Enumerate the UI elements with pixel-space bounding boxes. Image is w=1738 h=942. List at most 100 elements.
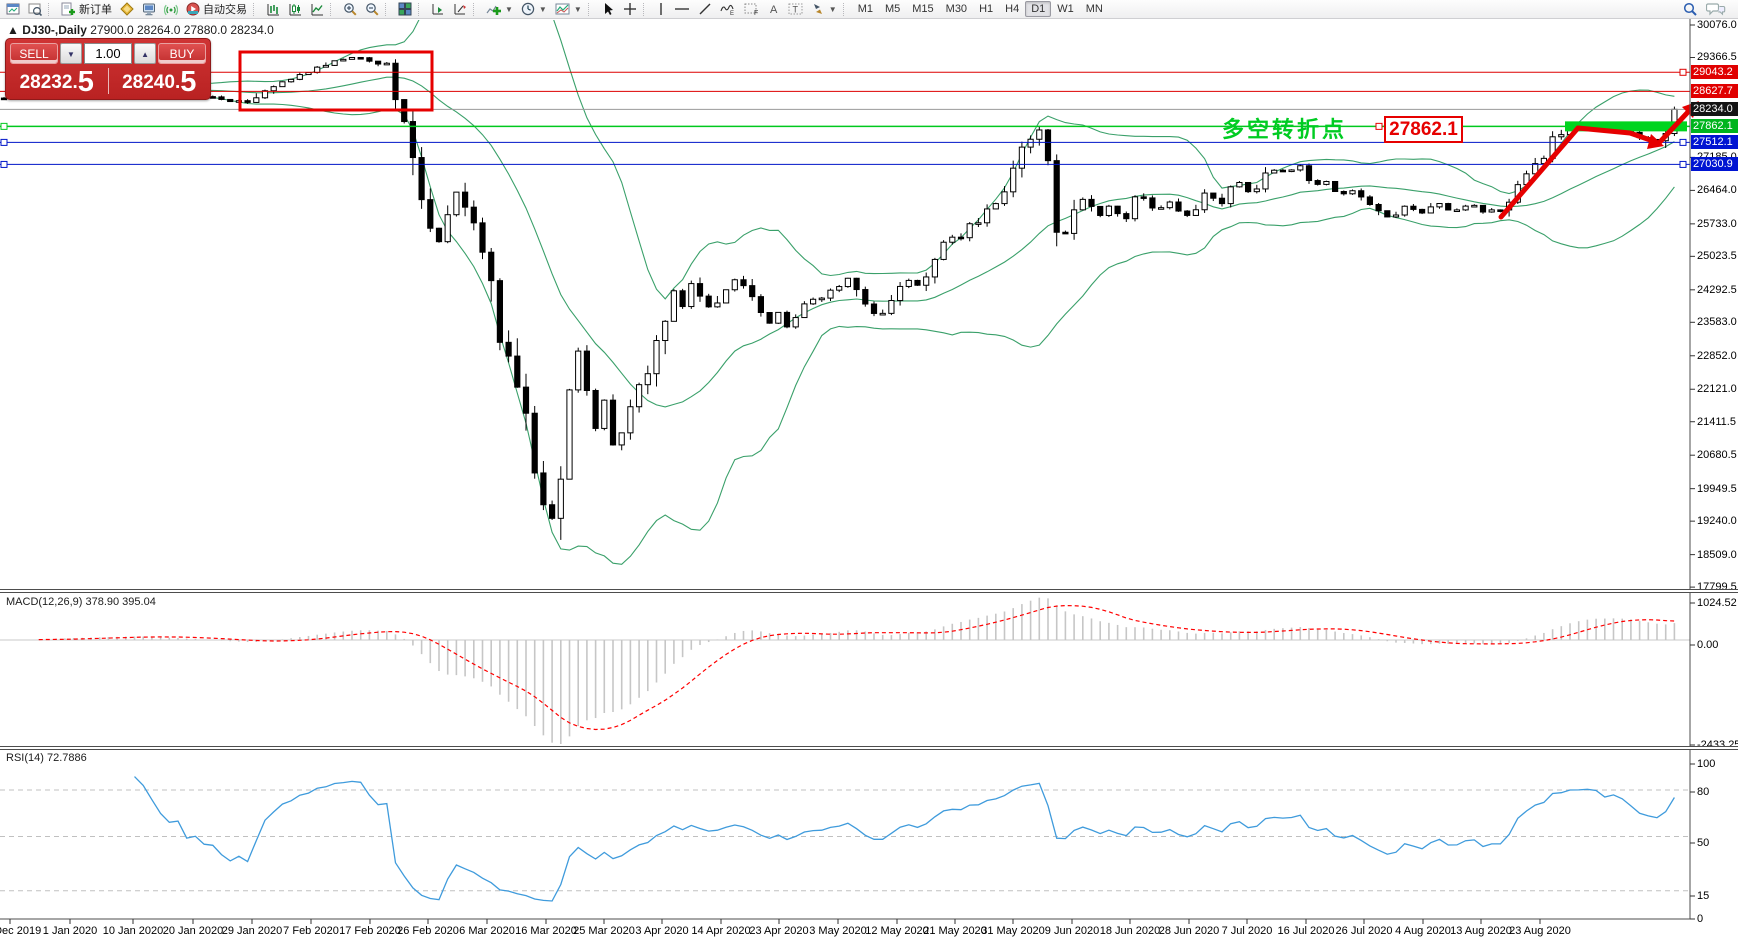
template-chart-icon: [555, 3, 570, 15]
text-label-button[interactable]: T: [784, 0, 807, 19]
search-icon[interactable]: [1682, 2, 1698, 17]
timeframe-m15[interactable]: M15: [912, 3, 934, 15]
price-axis-tick: 29366.5: [1697, 51, 1737, 64]
periods-button[interactable]: ▼: [517, 0, 551, 19]
crosshair-icon: [623, 3, 636, 15]
timeframe-mn[interactable]: MN: [1085, 3, 1103, 15]
volume-input[interactable]: [83, 43, 133, 64]
cursor-icon: [604, 3, 613, 15]
volume-increase-button[interactable]: ▲: [134, 43, 156, 64]
buy-price-big-digit: 5: [180, 66, 197, 98]
buy-button[interactable]: BUY: [158, 43, 206, 64]
tile-windows-button[interactable]: [394, 0, 416, 19]
text-button[interactable]: A: [764, 0, 784, 19]
sell-price[interactable]: 28232.5: [6, 66, 108, 98]
styles-button[interactable]: [116, 0, 138, 19]
rsi-label: RSI(14) 72.7886: [6, 752, 87, 764]
trade-panel-controls: SELL ▼ ▲ BUY: [6, 39, 210, 65]
timeframe-d1[interactable]: D1: [1025, 1, 1052, 17]
date-axis-label: 23 Apr 2020: [749, 925, 809, 937]
price-line-label: 29043.2: [1691, 65, 1738, 80]
macd-values: 378.90 395.04: [85, 596, 156, 608]
timeframe-m30[interactable]: M30: [945, 3, 968, 15]
toolbar-separator: [642, 2, 649, 16]
price-line-label: 27030.9: [1691, 157, 1738, 172]
indicators-button[interactable]: ▼: [482, 0, 517, 19]
sell-price-dot: .: [72, 72, 78, 93]
rsi-panel-splitter[interactable]: [0, 746, 1738, 750]
date-axis-label: 26 Feb 2020: [397, 925, 459, 937]
timeframe-h4[interactable]: H4: [1005, 3, 1020, 15]
new-chart-button[interactable]: [2, 0, 24, 19]
rsi-value: 72.7886: [46, 752, 87, 764]
zoom-out-icon: [366, 3, 379, 16]
macd-panel-splitter[interactable]: [0, 589, 1738, 593]
turning-point-annotation[interactable]: 多空转折点: [1222, 117, 1348, 142]
grid-button[interactable]: F: [740, 0, 764, 19]
price-axis-tick: 30076.0: [1697, 19, 1737, 31]
horizontal-line-icon: [674, 8, 689, 10]
new-order-icon: [61, 2, 75, 16]
bar-chart-icon: [267, 4, 279, 16]
rsi-axis-label: 100: [1697, 758, 1716, 770]
rsi-name: RSI(14): [6, 752, 44, 764]
timeframe-m1[interactable]: M1: [857, 3, 873, 15]
monitor-icon: [143, 3, 155, 16]
horizontal-line-button[interactable]: [670, 0, 694, 19]
timeframe-h1[interactable]: H1: [979, 3, 994, 15]
buy-price-dot: .: [174, 72, 181, 93]
zoom-in-button[interactable]: [339, 0, 361, 19]
price-line-label: 28627.7: [1691, 84, 1738, 99]
price-axis-tick: 19240.0: [1697, 515, 1737, 528]
date-axis-label: 3 Apr 2020: [635, 925, 689, 937]
buy-price[interactable]: 28240.5: [109, 66, 211, 98]
vertical-line-button[interactable]: [652, 0, 670, 19]
text-a-icon: A: [770, 4, 778, 16]
macd-axis-label: 0.00: [1697, 639, 1719, 651]
bar-chart-button[interactable]: [262, 0, 284, 19]
price-annotation-box[interactable]: 27862.1: [1384, 116, 1463, 143]
arrows-button[interactable]: ▼: [807, 0, 841, 19]
chart-shift-button[interactable]: [449, 0, 471, 19]
timeframe-m5[interactable]: M5: [884, 3, 901, 15]
chart-symbol-period: DJ30-,Daily: [22, 23, 87, 37]
rsi-axis-label: 15: [1697, 890, 1710, 902]
date-axis-label: 17 Feb 2020: [339, 925, 401, 937]
one-click-trading-panel: SELL ▼ ▲ BUY 28232.5 28240.5: [5, 38, 211, 100]
date-axis-label: 12 May 2020: [865, 925, 929, 937]
fibonacci-button[interactable]: E: [716, 0, 740, 19]
sell-button[interactable]: SELL: [10, 43, 58, 64]
terminal-button[interactable]: [138, 0, 160, 19]
chat-icon[interactable]: [1706, 2, 1726, 17]
auto-scroll-button[interactable]: [427, 0, 449, 19]
cursor-button[interactable]: [597, 0, 619, 19]
timeframe-w1[interactable]: W1: [1057, 3, 1074, 15]
sell-price-main: 28232: [19, 72, 73, 93]
templates-button[interactable]: ▼: [551, 0, 586, 19]
line-chart-button[interactable]: [306, 0, 328, 19]
volume-decrease-button[interactable]: ▼: [60, 43, 82, 64]
chart-window-button[interactable]: [24, 0, 46, 19]
trendline-button[interactable]: [694, 0, 716, 19]
sell-price-big-digit: 5: [77, 66, 94, 98]
zoom-out-button[interactable]: [361, 0, 383, 19]
autotrading-icon: [186, 2, 200, 16]
toolbar-separator: [330, 2, 336, 16]
price-axis-tick: 25023.5: [1697, 250, 1737, 263]
autotrading-label: 自动交易: [203, 4, 247, 16]
fibonacci-icon: E: [720, 4, 734, 16]
candlestick-chart-button[interactable]: [284, 0, 306, 19]
new-order-button[interactable]: 新订单: [57, 0, 116, 19]
date-axis-label: 28 Jun 2020: [1158, 925, 1220, 937]
signals-button[interactable]: [160, 0, 182, 19]
date-axis-label: 13 Aug 2020: [1450, 925, 1512, 937]
price-axis-tick: 20680.5: [1697, 449, 1737, 462]
crosshair-button[interactable]: [619, 0, 641, 19]
signal-icon: [164, 4, 178, 16]
toolbar-separator: [587, 2, 594, 16]
date-axis-label: 14 Apr 2020: [691, 925, 751, 937]
autotrading-button[interactable]: 自动交易: [182, 0, 251, 19]
date-axis-label: 29 Jan 2020: [221, 925, 283, 937]
